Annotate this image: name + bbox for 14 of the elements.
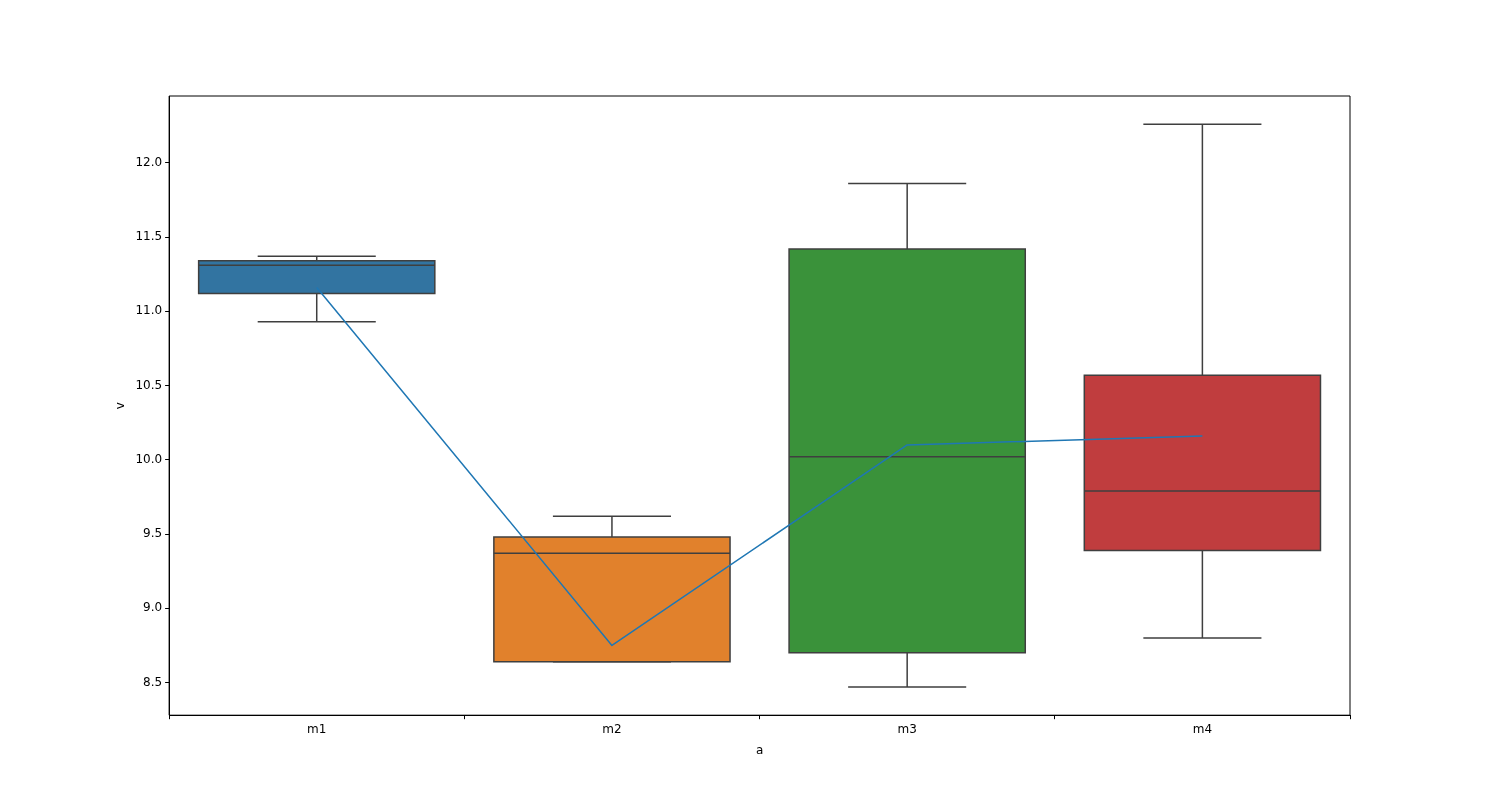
y-tick-label: 12.0 (135, 154, 163, 169)
y-tick-label: 8.5 (143, 674, 163, 689)
y-tick-label: 11.5 (135, 229, 163, 244)
x-tick-label: m3 (897, 721, 917, 736)
x-tick-label: m1 (307, 721, 327, 736)
y-axis-title: v (113, 402, 128, 410)
y-tick-label: 9.0 (143, 600, 163, 615)
y-tick-label: 10.0 (135, 451, 163, 466)
x-tick-label: m2 (602, 721, 622, 736)
x-axis-title: a (755, 742, 764, 757)
x-tick-label: m4 (1192, 721, 1213, 736)
y-tick-label: 9.5 (143, 526, 163, 541)
y-tick-label: 10.5 (135, 377, 163, 392)
y-tick-label: 11.0 (135, 303, 163, 318)
